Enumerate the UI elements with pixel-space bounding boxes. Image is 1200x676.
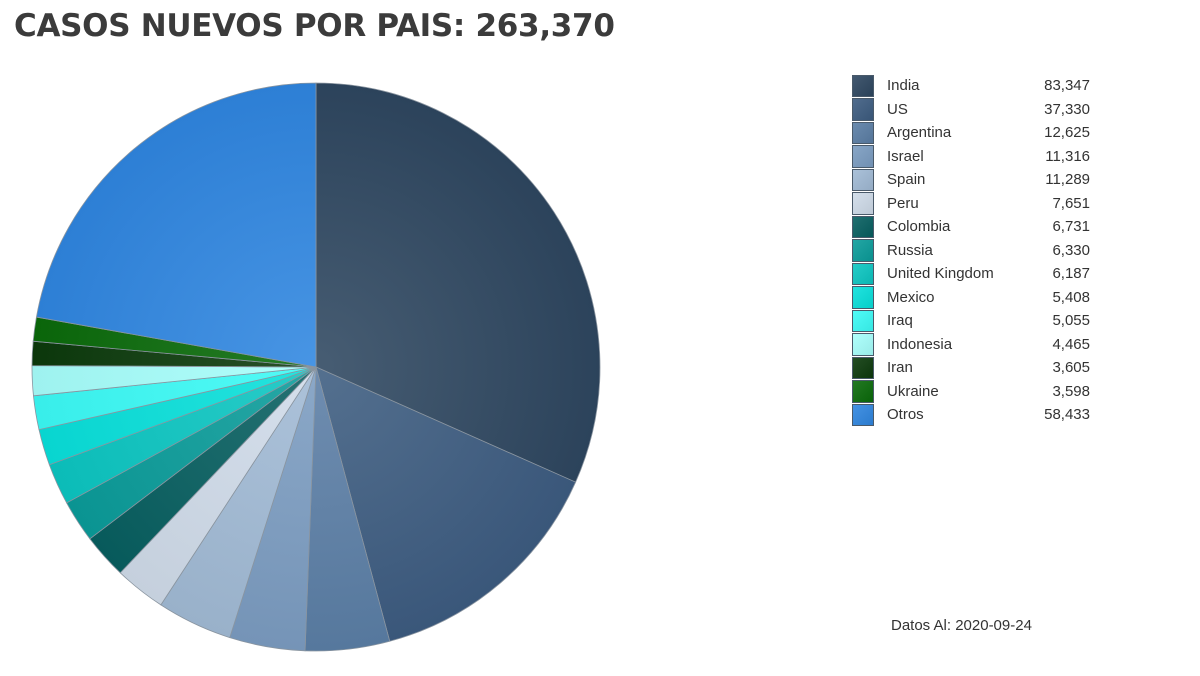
- legend-label: Argentina: [887, 124, 952, 142]
- legend-label: Russia: [887, 241, 933, 259]
- legend-label: United Kingdom: [887, 265, 994, 283]
- legend-swatch: [852, 121, 874, 144]
- legend-swatch: [852, 192, 874, 215]
- legend-item: Spain 11,289: [852, 168, 1092, 192]
- legend-value: 5,055: [1052, 312, 1090, 330]
- legend-value: 3,598: [1052, 382, 1090, 400]
- legend-value: 6,731: [1052, 218, 1090, 236]
- legend-swatch: [852, 98, 874, 121]
- legend-item: Indonesia 4,465: [852, 333, 1092, 357]
- legend-swatch: [852, 333, 874, 356]
- legend-label: Peru: [887, 194, 919, 212]
- legend-item: Peru 7,651: [852, 192, 1092, 216]
- legend-item: Russia 6,330: [852, 239, 1092, 263]
- legend-item: India 83,347: [852, 74, 1092, 98]
- legend-value: 83,347: [1044, 77, 1090, 95]
- legend-label: Colombia: [887, 218, 951, 236]
- legend-value: 6,187: [1052, 265, 1090, 283]
- legend-value: 7,651: [1052, 194, 1090, 212]
- data-date-label: Datos Al: 2020-09-24: [891, 617, 1032, 634]
- legend-item: Iraq 5,055: [852, 309, 1092, 333]
- legend-swatch: [852, 309, 874, 332]
- chart-title: CASOS NUEVOS POR PAIS: 263,370: [14, 8, 615, 44]
- pie-slice-india: [315, 82, 601, 483]
- legend-item: Israel 11,316: [852, 145, 1092, 169]
- legend-value: 11,316: [1045, 147, 1090, 165]
- legend-label: Spain: [887, 171, 926, 189]
- legend-swatch: [852, 145, 874, 168]
- legend-item: Mexico 5,408: [852, 286, 1092, 310]
- legend-swatch: [852, 356, 874, 379]
- legend-value: 6,330: [1052, 241, 1090, 259]
- legend-item: United Kingdom 6,187: [852, 262, 1092, 286]
- legend-value: 4,465: [1052, 335, 1090, 353]
- legend-swatch: [852, 74, 874, 97]
- legend-value: 58,433: [1044, 406, 1090, 424]
- legend-item: Ukraine 3,598: [852, 380, 1092, 404]
- chart-legend: India 83,347 US 37,330 Argentina 12,625 Israel…: [852, 74, 1092, 427]
- legend-label: US: [887, 100, 908, 118]
- legend-label: Otros: [887, 406, 924, 424]
- legend-swatch: [852, 286, 874, 309]
- legend-value: 11,289: [1045, 171, 1090, 189]
- legend-swatch: [852, 239, 874, 262]
- legend-swatch: [852, 215, 874, 238]
- legend-label: Iran: [887, 359, 913, 377]
- legend-swatch: [852, 403, 874, 426]
- legend-swatch: [852, 380, 874, 403]
- legend-item: Iran 3,605: [852, 356, 1092, 380]
- legend-label: Mexico: [887, 288, 935, 306]
- legend-item: Colombia 6,731: [852, 215, 1092, 239]
- legend-value: 37,330: [1044, 100, 1090, 118]
- legend-item: Argentina 12,625: [852, 121, 1092, 145]
- pie-slice-otros: [35, 82, 317, 368]
- legend-item: US 37,330: [852, 98, 1092, 122]
- legend-swatch: [852, 262, 874, 285]
- legend-swatch: [852, 168, 874, 191]
- legend-label: Iraq: [887, 312, 913, 330]
- legend-item: Otros 58,433: [852, 403, 1092, 427]
- legend-label: Indonesia: [887, 335, 953, 353]
- legend-label: India: [887, 77, 920, 95]
- legend-value: 5,408: [1052, 288, 1090, 306]
- pie-slice-us: [315, 366, 577, 642]
- legend-value: 12,625: [1044, 124, 1090, 142]
- legend-label: Ukraine: [887, 382, 939, 400]
- legend-label: Israel: [887, 147, 924, 165]
- legend-value: 3,605: [1052, 359, 1090, 377]
